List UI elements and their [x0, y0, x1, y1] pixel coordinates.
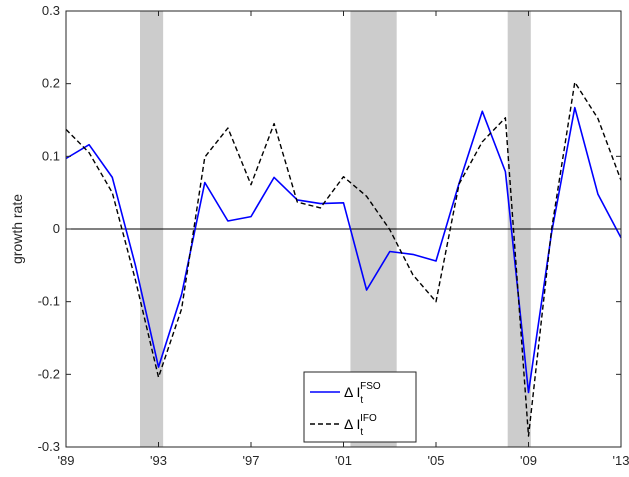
y-tick-label: -0.3	[38, 439, 60, 454]
x-tick-label: '09	[520, 453, 537, 468]
x-tick-label: '89	[58, 453, 75, 468]
y-axis-label: growth rate	[9, 194, 25, 264]
tick-group	[65, 10, 622, 448]
y-tick-label: -0.1	[38, 294, 60, 309]
y-tick-label: 0.1	[42, 148, 60, 163]
legend-label: Δ ItIFO	[344, 413, 377, 438]
x-tick-label: '01	[335, 453, 352, 468]
x-tick-label: '13	[613, 453, 629, 468]
tick-label-group: '89 '93 '97 '01 '05 '09 '13 0.3 0.2 0.1 0 -0.1 -0.2 -…	[38, 3, 629, 468]
legend-box	[303, 371, 417, 443]
y-tick-label: 0.2	[42, 76, 60, 91]
x-tick-label: '97	[243, 453, 260, 468]
y-tick-label: 0	[53, 221, 60, 236]
x-tick-label: '05	[428, 453, 445, 468]
y-tick-label: 0.3	[42, 3, 60, 18]
x-tick-label: '93	[150, 453, 167, 468]
legend: Δ ItFSO Δ ItIFO	[303, 371, 417, 443]
legend-label: Δ ItFSO	[344, 381, 381, 406]
y-tick-label: -0.2	[38, 366, 60, 381]
